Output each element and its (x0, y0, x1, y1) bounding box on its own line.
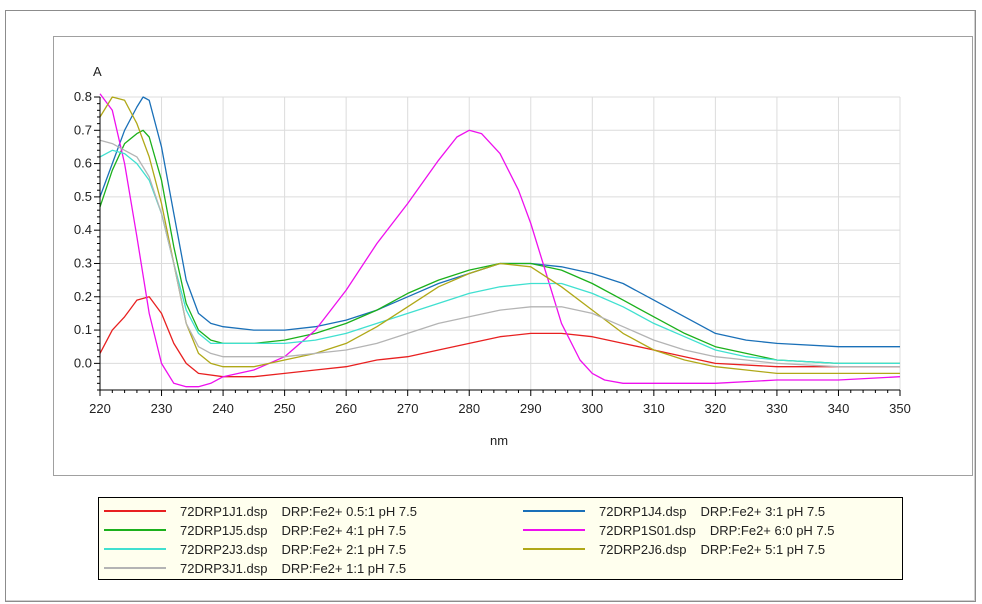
legend-item: 72DRP1J1.dsp DRP:Fe2+ 0.5:1 pH 7.5 (104, 502, 417, 520)
x-tick-label: 290 (520, 401, 542, 416)
x-tick-label: 250 (274, 401, 296, 416)
legend-file-name: 72DRP2J6.dsp (599, 541, 687, 557)
legend-file-name: 72DRP3J1.dsp (180, 560, 268, 576)
legend-file-name: 72DRP1J5.dsp (180, 522, 268, 538)
legend-item: 72DRP3J1.dsp DRP:Fe2+ 1:1 pH 7.5 (104, 559, 406, 577)
x-tick-label: 280 (458, 401, 480, 416)
x-tick-label: 350 (889, 401, 911, 416)
x-tick-label: 220 (89, 401, 111, 416)
y-axis-label: A (93, 64, 102, 79)
legend-swatch (104, 567, 166, 569)
series-line-72drp1s01 (99, 93, 901, 388)
legend-description: DRP:Fe2+ 4:1 pH 7.5 (281, 522, 407, 538)
axis-layer: 220 230 240 250 260 270 280 290 300 310 320 330 340 3… (74, 89, 911, 416)
y-tick-label: 0.8 (74, 89, 92, 104)
legend-description: DRP:Fe2+ 1:1 pH 7.5 (281, 560, 407, 576)
y-tick-label: 0.4 (74, 222, 92, 237)
legend-description: DRP:Fe2+ 6:0 pH 7.5 (709, 522, 835, 538)
legend-item: 72DRP1S01.dsp DRP:Fe2+ 6:0 pH 7.5 (523, 521, 835, 539)
series-line-72drp1j4 (99, 96, 900, 348)
y-tick-label: 0.1 (74, 322, 92, 337)
legend-item: 72DRP1J4.dsp DRP:Fe2+ 3:1 pH 7.5 (523, 502, 825, 520)
legend-item: 72DRP2J6.dsp DRP:Fe2+ 5:1 pH 7.5 (523, 540, 825, 558)
legend-swatch (104, 510, 166, 512)
legend-description: DRP:Fe2+ 0.5:1 pH 7.5 (281, 503, 417, 519)
y-tick-label: 0.3 (74, 255, 92, 270)
legend-item: 72DRP2J3.dsp DRP:Fe2+ 2:1 pH 7.5 (104, 540, 406, 558)
x-tick-label: 320 (705, 401, 727, 416)
x-tick-label: 230 (151, 401, 173, 416)
y-tick-label: 0.2 (74, 289, 92, 304)
series-line-72drp2j6 (99, 96, 900, 375)
series-line-72drp2j3 (99, 149, 900, 365)
legend-description: DRP:Fe2+ 5:1 pH 7.5 (700, 541, 826, 557)
x-tick-label: 310 (643, 401, 665, 416)
legend-swatch (523, 529, 585, 531)
x-tick-label: 270 (397, 401, 419, 416)
series-layer (99, 93, 901, 388)
series-line-72drp3j1 (99, 139, 900, 368)
y-tick-label: 0.5 (74, 189, 92, 204)
legend-description: DRP:Fe2+ 3:1 pH 7.5 (700, 503, 826, 519)
legend-swatch (523, 548, 585, 550)
legend-item: 72DRP1J5.dsp DRP:Fe2+ 4:1 pH 7.5 (104, 521, 406, 539)
x-tick-label: 330 (766, 401, 788, 416)
series-line-72drp1j1 (99, 296, 900, 378)
y-tick-label: 0.0 (74, 355, 92, 370)
series-line-72drp1j5 (99, 129, 900, 365)
legend: 72DRP1J1.dsp DRP:Fe2+ 0.5:1 pH 7.5 72DRP1J… (98, 497, 903, 580)
plot-panel (53, 36, 973, 476)
legend-swatch (104, 548, 166, 550)
legend-file-name: 72DRP1J4.dsp (599, 503, 687, 519)
grid-layer (99, 96, 901, 390)
x-tick-label: 260 (335, 401, 357, 416)
y-tick-label: 0.7 (74, 122, 92, 137)
x-tick-label: 300 (581, 401, 603, 416)
y-tick-label: 0.6 (74, 156, 92, 171)
legend-file-name: 72DRP1S01.dsp (599, 522, 696, 538)
legend-swatch (523, 510, 585, 512)
legend-file-name: 72DRP2J3.dsp (180, 541, 268, 557)
x-axis-label: nm (490, 433, 508, 448)
x-tick-label: 240 (212, 401, 234, 416)
legend-description: DRP:Fe2+ 2:1 pH 7.5 (281, 541, 407, 557)
legend-swatch (104, 529, 166, 531)
legend-file-name: 72DRP1J1.dsp (180, 503, 268, 519)
x-tick-label: 340 (828, 401, 850, 416)
